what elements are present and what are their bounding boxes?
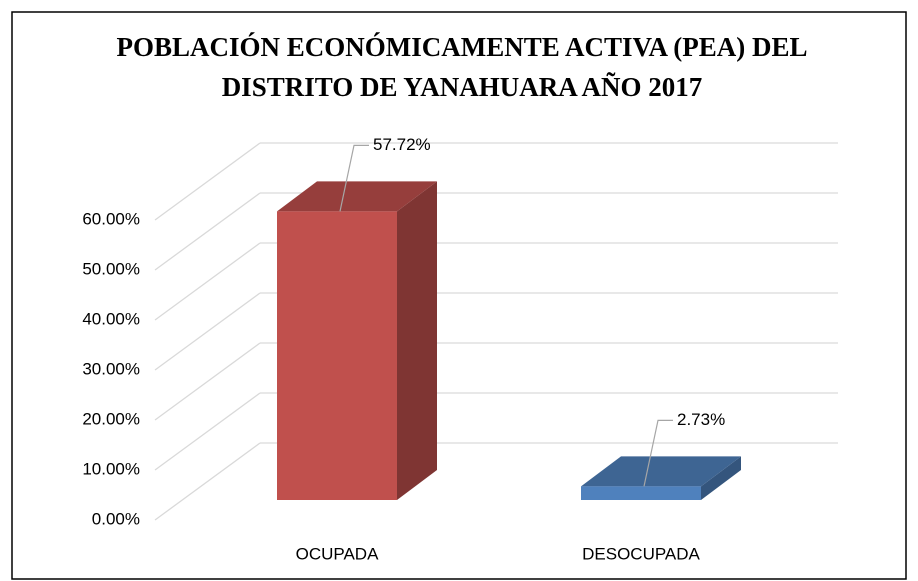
grid-line	[154, 142, 261, 221]
grid-line	[154, 392, 261, 471]
chart-title: POBLACIÓN ECONÓMICAMENTE ACTIVA (PEA) DE…	[116, 32, 807, 62]
x-tick-label: OCUPADA	[296, 544, 379, 563]
chart-title: DISTRITO DE YANAHUARA AÑO 2017	[222, 72, 703, 102]
y-tick-label: 20.00%	[82, 409, 140, 428]
data-label: 57.72%	[373, 135, 431, 154]
data-label: 2.73%	[677, 410, 725, 429]
y-tick-label: 60.00%	[82, 209, 140, 228]
bar	[277, 211, 397, 500]
bar-side	[701, 456, 741, 500]
bar-top	[277, 181, 437, 212]
y-tick-label: 0.00%	[92, 509, 140, 528]
leader-line	[643, 419, 673, 487]
y-tick-label: 30.00%	[82, 359, 140, 378]
chart-border	[11, 11, 907, 580]
y-tick-label: 50.00%	[82, 259, 140, 278]
leader-line	[339, 144, 369, 212]
grid-line	[154, 292, 261, 371]
bar-side	[397, 181, 437, 500]
x-tick-label: DESOCUPADA	[582, 544, 700, 563]
grid-line	[154, 342, 261, 421]
bar	[581, 486, 701, 500]
grid-line	[154, 192, 261, 271]
grid-line	[154, 442, 261, 521]
y-tick-label: 40.00%	[82, 309, 140, 328]
y-tick-label: 10.00%	[82, 459, 140, 478]
grid-line	[154, 242, 261, 321]
bar-top	[581, 456, 741, 487]
